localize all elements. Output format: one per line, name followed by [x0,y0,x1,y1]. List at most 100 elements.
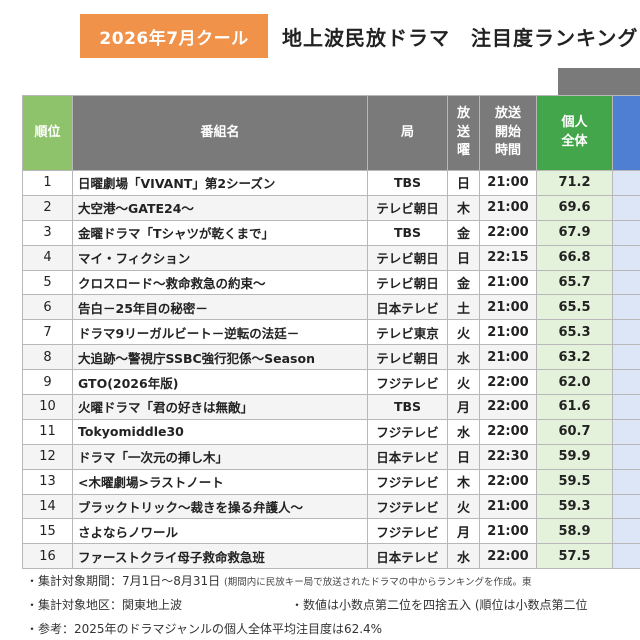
cell-day: 木 [447,194,480,221]
table-row: 14 ブラックトリック～裁きを操る弁護人～ フジテレビ火 21:00 59.3 [22,493,640,520]
cell-day: 木 [447,468,480,495]
ranking-table-container: 順位 番組名 局 放 送 曜 放送 開始 時間 個人 全体 [22,95,640,569]
table-row: 7 ドラマ9リーガルビート－逆転の法廷－ テレビ東京火 21:00 65.3 [22,319,640,346]
page-title: 地上波民放ドラマ 注目度ランキング [282,26,639,50]
cell-rank: 2 [22,194,73,221]
cell-next [612,418,640,445]
cell-next [612,493,640,520]
cell-score: 69.6 [536,194,613,221]
cell-day: 日 [447,244,480,271]
cell-day: 水 [447,344,480,371]
table-row: 2 大空港～GATE24～ テレビ朝日木 21:00 69.6 [22,194,640,221]
cell-station: テレビ朝日 [367,269,448,296]
table-row: 3 金曜ドラマ「Tシャツが乾くまで」 TBS 金 22:00 67.9 [22,219,640,246]
cell-station: テレビ朝日 [367,244,448,271]
column-header-day-line: 送 [456,124,470,140]
note-rounding-text: ・数値は小数点第二位を四捨五入 [291,598,472,612]
cell-rank: 9 [22,369,73,396]
cell-score: 57.5 [536,543,613,569]
cell-rank: 10 [22,394,73,420]
table-row: 13 <木曜劇場>ラストノート フジテレビ木 22:00 59.5 [22,468,640,495]
cell-day: 日 [447,170,480,196]
cell-day: 金 [447,269,480,296]
cell-score: 61.6 [536,394,613,420]
column-header-time-line: 放送 [494,105,521,121]
cell-start-time: 22:15 [479,244,537,271]
cell-program: ファーストクライ母子救命救急班 [72,543,368,569]
table-row: 4 マイ・フィクション テレビ朝日日 22:15 66.8 [22,244,640,271]
column-header-score-line: 個人 [561,115,588,131]
cell-start-time: 21:00 [479,170,537,196]
cell-score: 59.5 [536,468,613,495]
cell-day: 火 [447,369,480,396]
cell-score: 58.9 [536,518,613,545]
cell-score: 65.5 [536,294,613,321]
cell-rank: 3 [22,219,73,246]
column-header-day-line: 放 [456,105,470,121]
cell-program: 金曜ドラマ「Tシャツが乾くまで」 [72,219,368,246]
note-rounding-detail: (順位は小数点第二位 [474,598,588,612]
cell-day: 水 [447,418,480,445]
cell-start-time: 21:00 [479,518,537,545]
note-region: ・集計対象地区：関東地上波 [26,598,183,612]
ranking-table: 順位 番組名 局 放 送 曜 放送 開始 時間 個人 全体 [22,95,640,569]
cell-score: 62.0 [536,369,613,396]
table-row: 9 GTO(2026年版) フジテレビ火 22:00 62.0 [22,369,640,396]
cell-rank: 4 [22,244,73,271]
cell-start-time: 21:00 [479,344,537,371]
cell-station: テレビ朝日 [367,344,448,371]
cell-start-time: 22:00 [479,543,537,569]
column-header-time-line: 時間 [494,143,521,159]
table-row: 11 Tokyomiddle30 フジテレビ水 22:00 60.7 [22,418,640,445]
note-period-text: ・集計対象期間：7月1日～8月31日 [26,574,221,588]
cell-rank: 13 [22,468,73,495]
cell-day: 土 [447,294,480,321]
cell-next [612,170,640,196]
cell-start-time: 21:00 [479,269,537,296]
cell-rank: 14 [22,493,73,520]
cell-station: フジテレビ [367,518,448,545]
column-header-score: 個人 全体 [536,95,613,171]
header-column-group [558,68,640,95]
cell-program: ドラマ9リーガルビート－逆転の法廷－ [72,319,368,346]
column-header-start-time: 放送 開始 時間 [479,95,537,171]
cell-day: 金 [447,219,480,246]
column-header-station: 局 [367,95,448,171]
cell-station: TBS [367,170,448,196]
cell-score: 59.3 [536,493,613,520]
cell-start-time: 22:00 [479,219,537,246]
cell-program: さよならノワール [72,518,368,545]
cell-program: 大空港～GATE24～ [72,194,368,221]
column-header-program: 番組名 [72,95,368,171]
column-header-day: 放 送 曜 [447,95,480,171]
cell-score: 60.7 [536,418,613,445]
cell-score: 63.2 [536,344,613,371]
table-row: 6 告白－25年目の秘密－ 日本テレビ土 21:00 65.5 [22,294,640,321]
cell-day: 月 [447,394,480,420]
cell-day: 水 [447,543,480,569]
cell-score: 67.9 [536,219,613,246]
cell-rank: 6 [22,294,73,321]
table-header-row: 順位 番組名 局 放 送 曜 放送 開始 時間 個人 全体 [22,95,640,171]
cell-station: 日本テレビ [367,294,448,321]
cell-station: 日本テレビ [367,543,448,569]
cell-start-time: 22:00 [479,394,537,420]
table-row: 8 大追跡～警視庁SSBC強行犯係～Season テレビ朝日水 21:00 63.2 [22,344,640,371]
cell-rank: 1 [22,170,73,196]
cell-station: フジテレビ [367,369,448,396]
cell-next [612,344,640,371]
table-row: 5 クロスロード～救命救急の約束～ テレビ朝日金 21:00 65.7 [22,269,640,296]
cell-next [612,244,640,271]
cell-next [612,394,640,420]
cell-next [612,294,640,321]
cell-program: Tokyomiddle30 [72,418,368,445]
column-header-score-line: 全体 [561,134,588,149]
cell-rank: 5 [22,269,73,296]
table-row: 12 ドラマ「一次元の挿し木」 日本テレビ日 22:30 59.9 [22,443,640,470]
cell-program: 告白－25年目の秘密－ [72,294,368,321]
column-header-day-line: 曜 [456,143,470,159]
cell-station: テレビ朝日 [367,194,448,221]
cell-score: 65.3 [536,319,613,346]
note-rounding: ・数値は小数点第二位を四捨五入 (順位は小数点第二位 [291,596,588,613]
cell-score: 59.9 [536,443,613,470]
